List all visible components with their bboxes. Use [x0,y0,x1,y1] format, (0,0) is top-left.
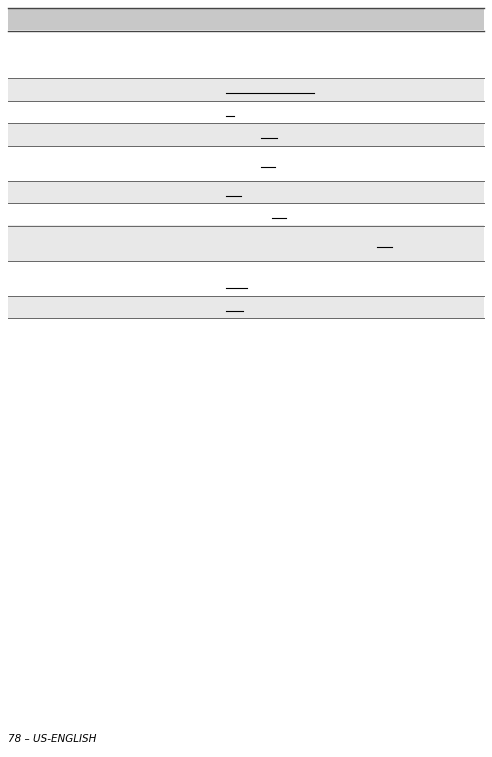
Text: Window of RR stability for Slow VT and: Window of RR stability for Slow VT and [14,151,226,162]
Text: -31-38-44-50: -31-38-44-50 [286,209,356,220]
Text: 25: 25 [272,209,286,220]
Text: Long cycle gap (ms): Long cycle gap (ms) [14,273,124,283]
Text: -80-90-95-100: -80-90-95-100 [277,129,354,139]
Text: Majority: (X/Y), X (%): Majority: (X/Y), X (%) [14,129,127,139]
Text: 170: 170 [226,279,247,289]
Text: 15-30-45-65-80-95-110-125-140-155-: 15-30-45-65-80-95-110-125-140-155- [226,266,430,277]
Text: Window of RR stability for fast VT (ms): Window of RR stability for fast VT (ms) [14,187,225,197]
Text: 75: 75 [261,129,277,139]
Text: -45-65: -45-65 [241,187,277,197]
Text: Detection criteria: Detection criteria [14,13,131,26]
Text: 8: 8 [226,107,234,117]
Text: 78 – US-ENGLISH: 78 – US-ENGLISH [8,734,96,744]
Text: 65-70-: 65-70- [226,129,261,139]
Text: 6-13-19-: 6-13-19- [226,209,272,220]
Text: 30: 30 [226,187,241,197]
Text: Rate Only-Stability-Stability+-: Rate Only-Stability-Stability+- [226,37,389,47]
Text: Yes: Yes [226,302,244,312]
Text: Values: Values [226,13,270,26]
Text: -80-95-110-125-125: -80-95-110-125-125 [275,158,384,168]
Text: Long cycle persistence extension: Long cycle persistence extension [14,232,195,241]
Text: Slow VT and VT detection criteria: Slow VT and VT detection criteria [14,49,196,59]
Text: 30-45-: 30-45- [226,158,261,168]
Text: -12-16: -12-16 [234,107,269,117]
Text: -Rate Only: -Rate Only [314,84,371,95]
Text: From 0 to 16 by steps of 1;: From 0 to 16 by steps of 1; [226,238,376,248]
Text: -No: -No [244,302,262,312]
Text: Prematurity acceleration (%): Prematurity acceleration (%) [14,209,171,220]
Text: Stability/Acc-Stability+/Acc-PARAD-: Stability/Acc-Stability+/Acc-PARAD- [226,49,418,59]
Text: PARAD+: PARAD+ [226,62,276,72]
Text: -190-205: -190-205 [247,279,296,289]
Text: Atrial monitoring: Atrial monitoring [14,302,106,312]
Text: 10: 10 [376,238,392,248]
Text: VT (ms): VT (ms) [14,164,56,174]
Text: (cycles): (cycles) [14,245,56,254]
Text: Fast VT detection criteria: Fast VT detection criteria [14,84,151,95]
Text: 65: 65 [261,158,275,168]
Text: Majority: (X/Y), Y (cycles): Majority: (X/Y), Y (cycles) [14,107,150,117]
Text: Rate+Stability: Rate+Stability [226,84,314,95]
